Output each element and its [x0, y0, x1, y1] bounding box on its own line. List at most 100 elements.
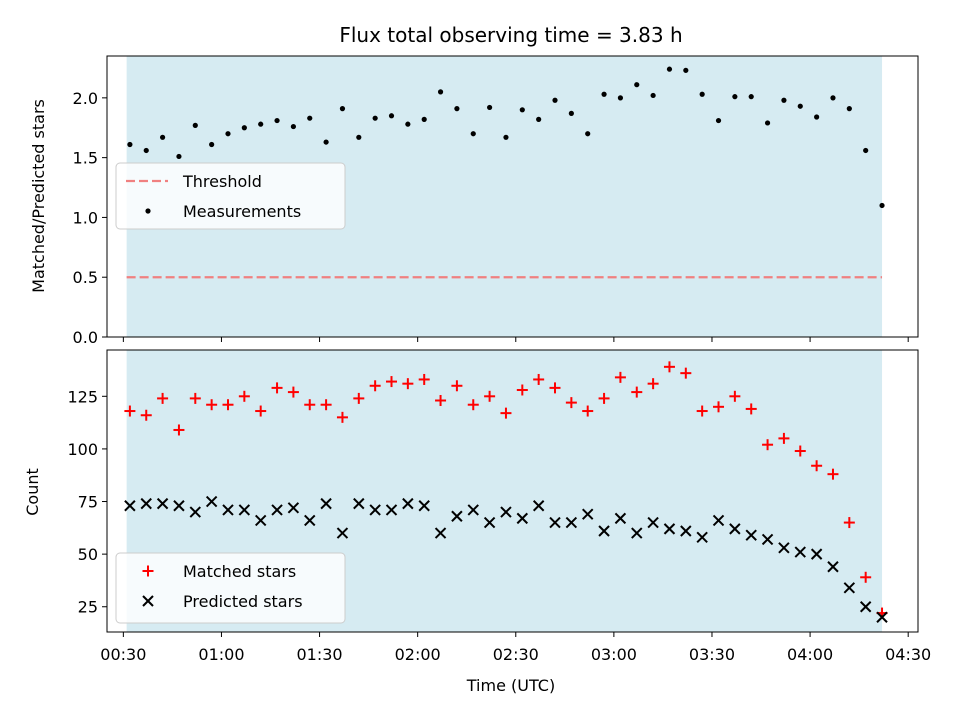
- predicted-stars-point: [304, 514, 316, 527]
- x-stroke-b: [647, 516, 659, 529]
- measurement-point: [487, 104, 493, 111]
- x-tick-label: 01:30: [297, 645, 343, 664]
- x-tick-label: 02:30: [493, 645, 539, 664]
- measurement-point: [258, 121, 264, 127]
- matched-stars-point: [320, 399, 332, 411]
- x-stroke-b: [304, 514, 316, 527]
- x-stroke-b: [582, 508, 594, 520]
- measurement-point: [830, 95, 836, 101]
- x-stroke-b: [598, 525, 610, 537]
- measurement-point: [356, 134, 362, 140]
- x-stroke-b: [173, 500, 185, 512]
- matched-stars-point: [222, 399, 234, 411]
- measurement-point: [846, 106, 852, 112]
- x-stroke-b: [663, 523, 676, 535]
- predicted-stars-point: [680, 525, 692, 537]
- x-stroke-b: [712, 514, 725, 527]
- measurement-point: [797, 103, 803, 109]
- matched-stars-point: [860, 571, 872, 583]
- y-tick-label: 125: [67, 387, 98, 406]
- x-tick-label: 04:00: [787, 645, 833, 664]
- matched-stars-point: [565, 397, 577, 409]
- predicted-stars-point: [434, 527, 447, 539]
- x-stroke-b: [205, 495, 218, 508]
- x-stroke-b: [483, 516, 496, 529]
- measurement-point: [241, 125, 247, 131]
- measurement-point: [634, 82, 640, 88]
- predicted-stars-point: [385, 504, 398, 516]
- measurement-point: [814, 114, 820, 120]
- measurement-point: [192, 122, 198, 128]
- matched-stars-point: [287, 386, 299, 398]
- predicted-stars-point: [451, 510, 463, 522]
- measurement-point: [405, 121, 411, 127]
- measurement-point: [388, 113, 395, 119]
- matched-stars-point: [533, 373, 545, 385]
- x-tick-label: 04:30: [885, 645, 931, 664]
- x-tick-label: 03:30: [689, 645, 735, 664]
- matched-stars-point: [124, 405, 136, 417]
- x-stroke-b: [680, 525, 692, 537]
- measurement-point: [666, 66, 673, 72]
- matched-stars-point: [811, 460, 823, 472]
- legend-box: [115, 162, 346, 230]
- matched-stars-point: [631, 386, 643, 398]
- x-stroke-b: [827, 561, 839, 573]
- matched-stars-point: [516, 384, 528, 396]
- measurement-point: [176, 153, 182, 160]
- x-stroke-b: [631, 527, 643, 539]
- predicted-stars-point: [173, 500, 185, 512]
- legend-entry-label: Matched stars: [183, 562, 296, 581]
- x-stroke-b: [189, 506, 202, 518]
- x-stroke-b: [729, 523, 741, 535]
- x-stroke-b: [761, 533, 774, 546]
- x-tick-label: 00:30: [100, 645, 146, 664]
- x-tick-label: 03:00: [591, 645, 637, 664]
- measurement-point: [879, 202, 885, 209]
- x-stroke-b: [254, 514, 267, 527]
- predicted-stars-point: [729, 523, 741, 535]
- x-stroke-b: [549, 516, 561, 529]
- matched-stars-point: [271, 382, 283, 394]
- measurement-point: [748, 94, 754, 100]
- matched-stars-point: [157, 392, 169, 404]
- measurement-point: [536, 116, 542, 122]
- matched-stars-point: [598, 392, 610, 404]
- x-stroke-b: [222, 504, 234, 516]
- predicted-stars-point: [614, 512, 627, 525]
- x-stroke-b: [810, 548, 823, 560]
- measurement-point: [225, 131, 231, 137]
- predicted-stars-point: [647, 516, 659, 529]
- measurement-point: [454, 106, 460, 112]
- measurement-point: [372, 115, 378, 121]
- matched-stars-point: [582, 405, 594, 417]
- x-stroke-b: [434, 527, 447, 539]
- x-stroke-b: [238, 504, 251, 516]
- x-stroke-b: [140, 497, 152, 510]
- predicted-stars-point: [778, 542, 790, 554]
- x-tick-label: 01:00: [198, 645, 244, 664]
- predicted-stars-point: [761, 533, 774, 546]
- x-stroke-b: [532, 500, 545, 512]
- predicted-stars-point: [598, 525, 610, 537]
- measurement-point: [715, 117, 722, 124]
- measurement-point: [764, 120, 771, 126]
- predicted-stars-point: [712, 514, 725, 527]
- matched-stars-point: [647, 378, 659, 390]
- x-stroke-b: [156, 497, 169, 510]
- top-y-axis-label: Matched/Predicted stars: [29, 99, 48, 293]
- predicted-stars-point: [320, 497, 332, 510]
- x-stroke-b: [500, 506, 512, 518]
- predicted-stars-point: [483, 516, 496, 529]
- bottom-y-axis-label: Count: [23, 468, 42, 516]
- predicted-stars-point: [254, 514, 267, 527]
- matched-stars-point: [369, 380, 381, 392]
- predicted-stars-point: [810, 548, 823, 560]
- predicted-stars-point: [859, 601, 872, 613]
- predicted-stars-point: [205, 495, 218, 508]
- measurement-point: [421, 116, 427, 122]
- predicted-stars-point: [467, 504, 479, 516]
- predicted-stars-point: [549, 516, 561, 529]
- x-stroke-b: [467, 504, 479, 516]
- predicted-stars-point: [745, 529, 757, 541]
